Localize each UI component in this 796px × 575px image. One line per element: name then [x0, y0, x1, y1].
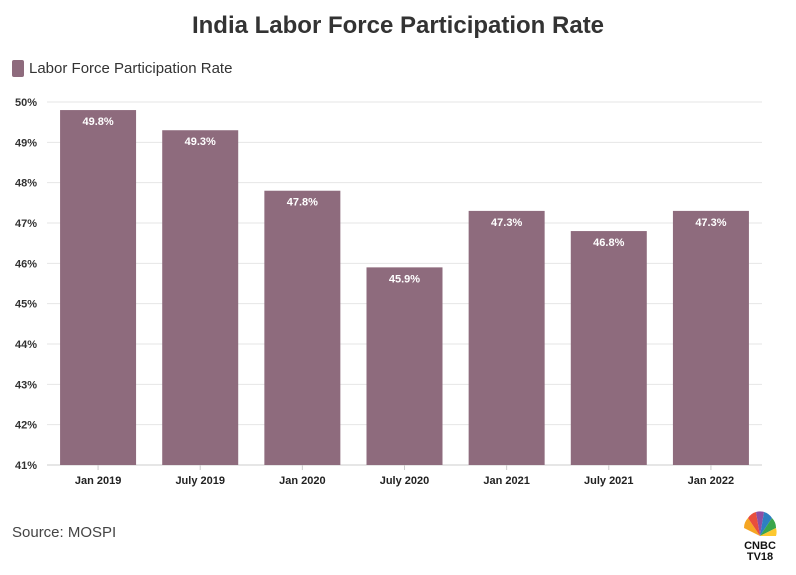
y-tick-label: 44% [15, 339, 37, 351]
y-tick-label: 46% [15, 258, 37, 270]
x-tick-label: Jan 2021 [483, 475, 529, 487]
peacock-icon [743, 511, 777, 536]
x-tick-label: July 2020 [380, 475, 430, 487]
y-tick-label: 42% [15, 420, 37, 432]
bar [570, 231, 647, 465]
y-tick-label: 50% [15, 97, 37, 109]
x-tick-label: Jan 2022 [688, 475, 734, 487]
logo-tv18-text: TV18 [747, 551, 773, 562]
legend-swatch [12, 60, 24, 77]
y-tick-label: 43% [15, 379, 37, 391]
bar [672, 210, 749, 465]
x-tick-label: July 2019 [175, 475, 225, 487]
bar-chart: 41% 42% 43% 44% 45% 46% 47% 48% 49% 50% 49.8% Jan 2… [15, 97, 762, 487]
source-note: Source: MOSPI [12, 524, 117, 541]
bar-data-label: 46.8% [593, 237, 624, 249]
bar [264, 190, 341, 465]
x-tick-label: Jan 2019 [75, 475, 121, 487]
logo-cnbc-text: CNBC [744, 540, 776, 552]
bar [162, 130, 239, 465]
y-tick-label: 49% [15, 137, 37, 149]
x-tick-label: Jan 2020 [279, 475, 325, 487]
legend-label: Labor Force Participation Rate [29, 60, 233, 77]
y-tick-label: 45% [15, 299, 37, 311]
y-tick-label: 47% [15, 218, 37, 230]
bar [366, 267, 443, 465]
bar [468, 210, 545, 465]
cnbc-tv18-logo: CNBC TV18 [743, 511, 777, 562]
chart-title: India Labor Force Participation Rate [191, 12, 605, 39]
bar-data-label: 49.3% [185, 136, 216, 148]
y-tick-label: 41% [15, 460, 37, 472]
bar-data-label: 47.3% [695, 217, 726, 229]
x-tick-label: July 2021 [584, 475, 634, 487]
bar-data-label: 49.8% [82, 116, 113, 128]
bar-data-label: 47.8% [287, 197, 318, 209]
bar [60, 110, 137, 466]
bar-data-label: 45.9% [389, 273, 420, 285]
legend: Labor Force Participation Rate [12, 60, 232, 77]
bar-data-label: 47.3% [491, 217, 522, 229]
y-tick-label: 48% [15, 178, 37, 190]
